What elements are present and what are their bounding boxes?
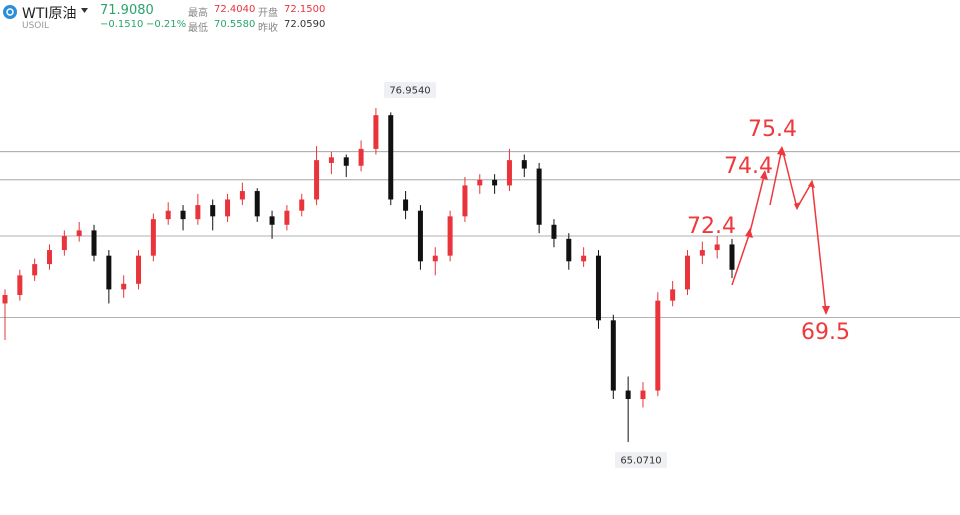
candle-body [343,157,349,166]
level-annotation: 69.5 [801,320,850,345]
high-value: 72.4040 [214,4,256,15]
low-label: 最低 [188,23,208,34]
candle-body [447,216,453,256]
candle-body [136,255,142,284]
candle-body [195,205,201,220]
candle-body [581,255,587,262]
candle-body [299,199,305,211]
level-annotation: 72.4 [687,214,736,239]
candle-body [403,199,409,211]
symbol-code: USOIL [22,21,50,31]
candle-body [521,160,527,169]
extreme-label: 65.0710 [620,455,661,466]
candle-body [106,255,112,290]
candle-body [373,115,379,149]
candle-body [314,160,320,200]
change-pct: −0.21% [146,19,187,30]
low-value: 70.5580 [214,19,256,30]
candle-body [684,255,690,290]
candle-body [269,216,275,225]
candle-body [76,230,82,237]
candle-body [210,205,216,217]
candle-body [492,179,498,186]
candle-body [225,199,231,217]
candle-body [239,191,245,200]
candle-body [254,191,260,217]
candle-body [595,255,601,321]
candle-body [699,250,705,256]
symbol-icon [3,5,17,19]
change: −0.1510 [100,19,144,30]
candle-body [551,224,557,239]
candle-body [536,168,542,225]
candle-body [388,115,394,200]
symbol-name[interactable]: WTI原油 [22,6,77,22]
candle-body [640,390,646,399]
extreme-label-box [384,82,436,99]
candle-body [17,275,23,296]
candle-body [2,295,8,304]
candle-body [284,210,290,225]
prev-value: 72.0590 [284,19,326,30]
candle-body [358,148,364,166]
level-annotation: 74.4 [724,154,773,179]
candle-body [61,236,67,251]
open-value: 72.1500 [284,4,326,15]
candle-body [477,179,483,186]
candle-body [432,255,438,262]
candle-body [462,185,468,217]
high-label: 最高 [188,8,208,19]
projection-arrow [731,171,766,286]
price: 71.9080 [100,3,154,18]
candle-body [506,160,512,186]
candle-body [655,300,661,391]
candle-body [32,264,38,276]
candle-body [610,320,616,391]
candle-body [714,244,720,251]
candle-body [625,390,631,399]
candle-body [670,289,676,301]
candle-body [165,210,171,220]
candle-body [566,238,572,262]
extreme-label: 76.9540 [389,86,430,97]
symbol-icon-mark [6,8,14,16]
candle-body [328,157,334,163]
prev-label: 昨收 [258,23,278,34]
candle-body [91,230,97,256]
candle-body [47,250,53,265]
level-annotation: 75.4 [748,117,797,142]
extreme-label-box [615,451,667,468]
dropdown-arrow[interactable] [81,8,88,13]
candle-body [729,244,735,270]
candle-body [180,210,186,220]
candle-body [417,210,423,262]
candle-body [121,283,127,290]
candle-body [150,219,156,256]
open-label: 开盘 [258,8,278,19]
projection-arrow [769,147,827,314]
